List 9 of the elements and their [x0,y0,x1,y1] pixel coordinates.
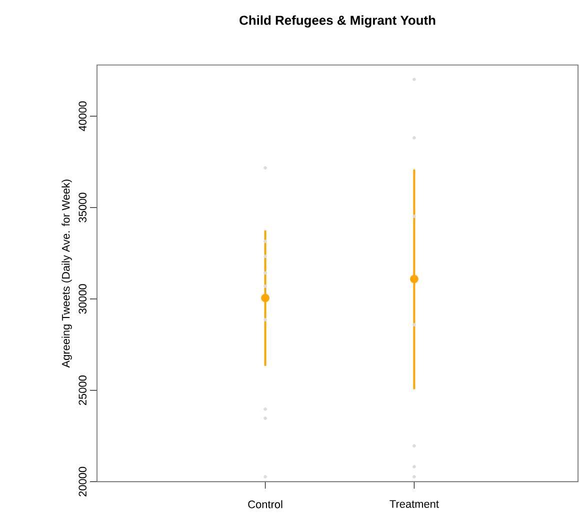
chart-title: Child Refugees & Migrant Youth [240,15,436,28]
y-tick-label: 35000 [78,192,86,222]
x-tick-label: Treatment [390,500,439,508]
y-axis-title: Agreeing Tweets (Daily Ave. for Week) [62,180,72,368]
y-tick-label: 40000 [78,101,86,132]
y-tick-label: 25000 [78,376,86,405]
x-tick-label: Control [248,500,282,508]
y-tick-label: 20000 [78,466,86,496]
y-tick-label: 30000 [78,284,86,314]
